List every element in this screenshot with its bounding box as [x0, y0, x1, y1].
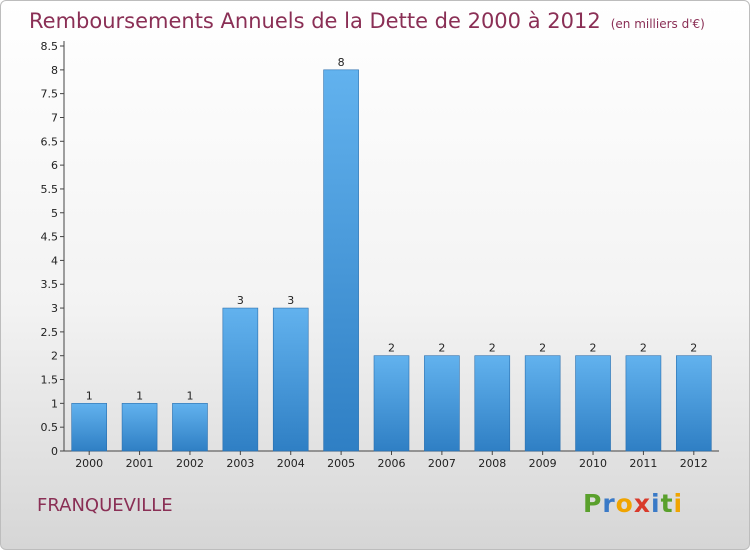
x-tick-label: 2008 — [478, 457, 506, 470]
bar — [71, 403, 107, 452]
x-tick-label: 2003 — [226, 457, 254, 470]
y-tick-label: 3.5 — [41, 278, 59, 291]
y-tick-label: 1.5 — [41, 374, 59, 387]
x-tick-label: 2011 — [629, 457, 657, 470]
bar — [272, 307, 309, 452]
bar — [424, 355, 460, 452]
bar-value-label: 2 — [539, 342, 546, 355]
y-tick-label: 2.5 — [41, 326, 59, 339]
x-tick-label: 2006 — [378, 457, 406, 470]
bar-value-label: 2 — [690, 342, 697, 355]
bar-value-label: 2 — [590, 342, 597, 355]
x-tick-label: 2009 — [529, 457, 557, 470]
chart-title-text: Remboursements Annuels de la Dette de 20… — [29, 9, 601, 33]
proxiti-logo: Proxiti — [583, 489, 683, 518]
y-tick-label: 4 — [51, 254, 58, 267]
bar — [172, 403, 208, 452]
y-tick-label: 6 — [51, 159, 58, 172]
bar-value-label: 1 — [136, 389, 143, 402]
x-tick-label: 2012 — [680, 457, 708, 470]
y-tick-label: 8 — [51, 64, 58, 77]
bar — [121, 403, 158, 452]
chart-title: Remboursements Annuels de la Dette de 20… — [29, 9, 705, 33]
bar-value-label: 2 — [489, 342, 496, 355]
x-tick-label: 2005 — [327, 457, 355, 470]
logo-letter: i — [651, 489, 661, 518]
bar-value-label: 2 — [388, 342, 395, 355]
bar — [222, 307, 259, 452]
logo-letter: x — [633, 489, 651, 518]
logo-letter: P — [583, 489, 603, 518]
y-tick-label: 5.5 — [41, 183, 59, 196]
bar-value-label: 2 — [640, 342, 647, 355]
bar-value-label: 8 — [338, 56, 345, 69]
bar-value-label: 1 — [86, 389, 93, 402]
chart-unit: (en milliers d'€) — [610, 17, 705, 31]
y-tick-label: 0.5 — [41, 421, 59, 434]
y-tick-label: 6.5 — [41, 135, 59, 148]
x-tick-label: 2002 — [176, 457, 204, 470]
logo-letter: r — [602, 489, 616, 518]
bar — [524, 355, 561, 452]
logo-letter: i — [673, 489, 684, 518]
logo-letter: o — [615, 489, 634, 518]
x-tick-label: 2004 — [277, 457, 305, 470]
bar — [676, 355, 712, 452]
bar-value-label: 1 — [186, 389, 193, 402]
logo-letter: t — [660, 489, 674, 518]
bar-value-label: 3 — [287, 294, 294, 307]
y-tick-label: 1 — [51, 397, 58, 410]
bar — [373, 355, 410, 452]
bar — [323, 69, 359, 452]
city-name: FRANQUEVILLE — [37, 495, 173, 516]
x-tick-label: 2000 — [75, 457, 103, 470]
y-tick-label: 2 — [51, 350, 58, 363]
y-tick-label: 5 — [51, 207, 58, 220]
y-tick-label: 4.5 — [41, 231, 59, 244]
bar-value-label: 3 — [237, 294, 244, 307]
x-tick-label: 2007 — [428, 457, 456, 470]
y-tick-label: 8.5 — [41, 40, 59, 53]
bar — [625, 355, 662, 452]
y-tick-label: 3 — [51, 302, 58, 315]
y-tick-label: 7 — [51, 111, 58, 124]
bar — [575, 355, 611, 452]
x-tick-label: 2001 — [126, 457, 154, 470]
bar-value-label: 2 — [438, 342, 445, 355]
y-tick-label: 0 — [51, 445, 58, 458]
y-tick-label: 7.5 — [41, 88, 59, 101]
bar — [474, 355, 511, 452]
x-tick-label: 2010 — [579, 457, 607, 470]
